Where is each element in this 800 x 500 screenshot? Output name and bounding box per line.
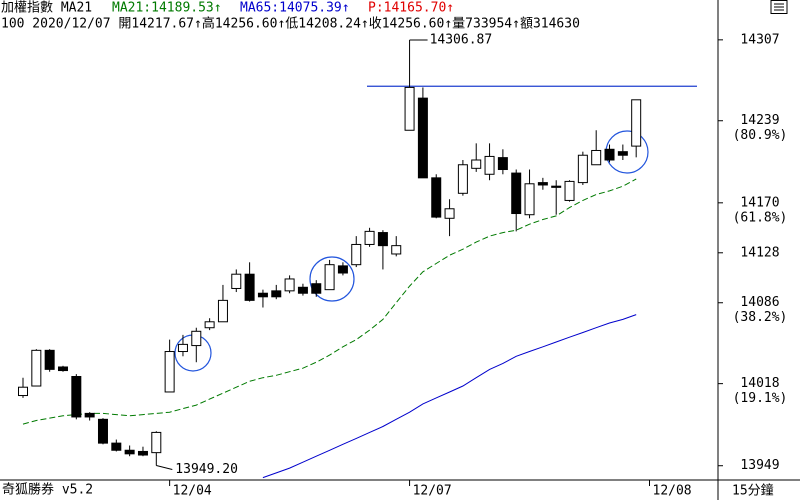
candle-body: [591, 149, 602, 166]
candle-body: [18, 386, 28, 397]
fib-label: (19.1%): [733, 391, 788, 406]
price-label: P:14165.70↑: [368, 1, 454, 16]
y-tick-label: 14170: [740, 195, 779, 210]
candle-body: [551, 185, 562, 188]
candle-body: [337, 265, 348, 274]
candle-body: [257, 292, 268, 298]
legend-entry: MA65:14075.39↑: [240, 1, 350, 16]
candle-body: [431, 177, 442, 218]
candle-body: [111, 442, 122, 451]
candle-body: [444, 208, 455, 219]
candle-body: [137, 450, 148, 456]
candle-body: [511, 172, 522, 215]
candle-body: [311, 283, 322, 294]
candle-body: [471, 159, 482, 169]
x-tick-label: 12/07: [413, 484, 452, 499]
ma-line: [262, 314, 637, 479]
candle-body: [44, 349, 55, 370]
y-tick-label: 14128: [740, 245, 779, 260]
candle-body: [524, 183, 535, 216]
chart-title: 加權指數 MA21: [1, 1, 92, 16]
candle-body: [57, 366, 68, 372]
candle-body: [351, 243, 362, 266]
candle-body: [151, 431, 162, 454]
candle-body: [377, 232, 388, 247]
candle-body: [177, 343, 188, 353]
candle-body: [484, 155, 495, 175]
candle-body: [364, 230, 375, 245]
highlight-circle: [309, 256, 355, 302]
candle-body: [217, 299, 228, 323]
candle-body: [31, 349, 42, 387]
fib-label: (38.2%): [733, 310, 788, 325]
x-tick-label: 12/04: [173, 484, 212, 499]
candle-body: [617, 151, 628, 156]
candle-body: [404, 86, 415, 131]
footer-left: 奇狐勝券 v5.2: [2, 482, 93, 498]
high-label: 14306.87: [430, 32, 493, 47]
candle-body: [537, 182, 548, 186]
candle-body: [564, 180, 575, 201]
leader-line: [156, 465, 173, 470]
candle-body: [164, 351, 175, 393]
legend-entry: MA21:14189.53↑: [112, 1, 222, 16]
candle-body: [497, 157, 508, 171]
y-tick-label: 14018: [740, 376, 779, 391]
x-tick-label: 12/08: [653, 484, 692, 499]
candle-body: [297, 286, 308, 294]
candle-body: [204, 321, 215, 329]
candle-body: [417, 97, 428, 179]
candle-body: [391, 245, 402, 255]
candle-body: [604, 148, 615, 161]
y-tick-label: 14239: [740, 113, 779, 128]
candle-body: [97, 418, 108, 444]
candle-body: [457, 164, 468, 194]
y-tick-label: 13949: [740, 458, 779, 473]
candle-body: [577, 154, 588, 184]
candle-body: [244, 273, 255, 301]
y-tick-label: 14307: [740, 32, 779, 47]
footer-right: 15分鐘: [732, 483, 774, 499]
low-label: 13949.20: [175, 462, 238, 477]
candle-body: [71, 376, 82, 418]
candle-body: [284, 278, 295, 292]
candle-body: [271, 290, 282, 298]
fib-label: (61.8%): [733, 210, 788, 225]
info-line: 100 2020/12/07 開14217.67↑高14256.60↑低1420…: [1, 16, 580, 32]
window-icon[interactable]: [770, 0, 788, 14]
candle-body: [231, 273, 242, 289]
y-tick-label: 14086: [740, 295, 779, 310]
candle-body: [191, 330, 202, 347]
candle-body: [324, 264, 335, 291]
ma-line: [22, 178, 637, 425]
fib-label: (80.9%): [733, 128, 788, 143]
candle-body: [124, 449, 135, 455]
candle-body: [631, 99, 642, 147]
candle-body: [84, 412, 95, 418]
